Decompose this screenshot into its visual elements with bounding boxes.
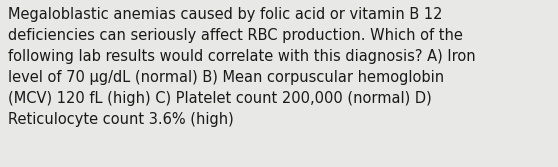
Text: Megaloblastic anemias caused by folic acid or vitamin B 12
deficiencies can seri: Megaloblastic anemias caused by folic ac… <box>8 7 476 127</box>
